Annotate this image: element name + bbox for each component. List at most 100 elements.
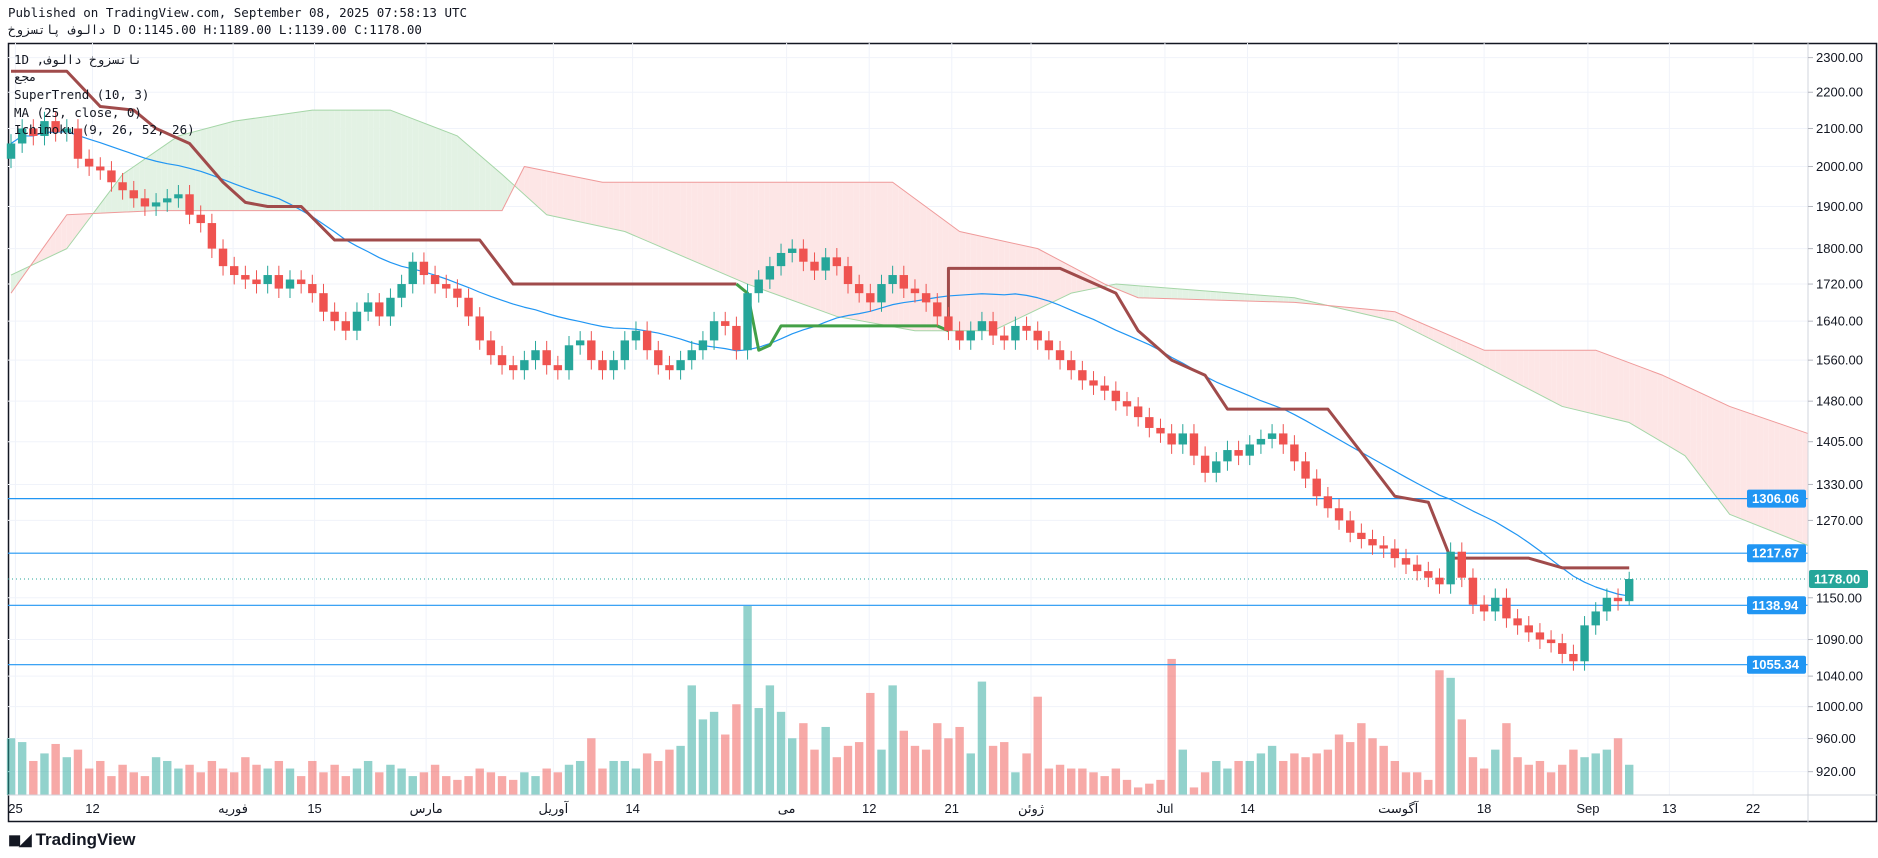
cloud-segment-bearish [1539, 350, 1546, 398]
cloud-segment-bullish [200, 128, 207, 211]
cloud-segment-bearish [1020, 244, 1027, 318]
volume-bar [486, 772, 496, 795]
cloud-segment-bearish [691, 182, 698, 263]
volume-bar [642, 753, 652, 795]
candle-bearish [1524, 625, 1533, 633]
price-tick-label: 2200.00 [1816, 85, 1863, 100]
cloud-segment-bearish [61, 214, 67, 252]
candle-bearish [1390, 548, 1400, 559]
legend-ichimoku[interactable]: Ichimoku (9, 26, 52, 26) [14, 122, 195, 137]
cloud-segment-bullish [267, 115, 274, 211]
tradingview-logo[interactable]: ◼◢ TradingView [8, 830, 135, 850]
cloud-segment-bearish [647, 182, 653, 244]
cloud-segment-bearish [1634, 364, 1641, 430]
candle-bearish [1401, 558, 1411, 565]
cloud-segment-bearish [1406, 316, 1412, 330]
cloud-segment-bearish [635, 182, 642, 239]
candle-bearish [1100, 385, 1109, 391]
cloud-segment-bullish [379, 110, 385, 211]
cloud-segment-bearish [875, 182, 882, 325]
cloud-segment-bearish [1718, 401, 1725, 507]
cloud-segment-bullish [356, 110, 363, 211]
candle-bearish [1022, 325, 1031, 331]
candle-bearish [140, 198, 150, 207]
time-tick-label: Sep [1576, 801, 1599, 816]
candle-bullish [564, 345, 574, 371]
volume-bar [430, 764, 440, 795]
candle-bearish [1000, 335, 1009, 341]
candle-bearish [96, 166, 105, 171]
volume-bar [453, 779, 462, 795]
cloud-segment-bearish [1043, 251, 1049, 307]
volume-bar [140, 776, 150, 795]
cloud-segment-bullish [1182, 289, 1189, 300]
candle-bearish [1323, 496, 1333, 509]
cloud-segment-bearish [1512, 350, 1518, 383]
price-label-box [1747, 596, 1806, 615]
cloud-segment-bearish [719, 182, 726, 275]
cloud-segment-bearish [1422, 323, 1429, 338]
cloud-segment-bearish [66, 214, 73, 249]
price-tick-label: 1330.00 [1816, 477, 1863, 492]
candle-bearish [442, 284, 451, 289]
volume-bar [933, 723, 942, 795]
volume-bar [944, 738, 953, 795]
candle-bearish [587, 340, 596, 361]
cloud-segment-bullish [1249, 294, 1256, 302]
time-tick-label: فوریه [218, 801, 248, 817]
cloud-segment-bearish [1751, 414, 1758, 526]
time-tick-label: مى [778, 801, 796, 816]
cloud-segment-bullish [1171, 288, 1178, 299]
candle-bearish [241, 275, 250, 280]
price-tick-label: 1000.00 [1816, 699, 1863, 714]
cloud-segment-bullish [1244, 293, 1250, 302]
cloud-segment-bearish [1618, 358, 1624, 422]
cloud-segment-bearish [769, 182, 776, 295]
cloud-segment-bullish [290, 112, 296, 211]
cloud-segment-bearish [1439, 330, 1446, 346]
candle-bearish [1312, 478, 1321, 497]
volume-bar [352, 768, 362, 795]
volume-bar [553, 772, 563, 795]
cloud-segment-bearish [1361, 308, 1367, 315]
ohlc-readout: دالوف پاتسزوخ D O:1145.00 H:1189.00 L:11… [8, 22, 422, 37]
cloud-segment-bullish [407, 116, 413, 211]
cloud-segment-bearish [1528, 350, 1535, 392]
candle-bearish [1200, 455, 1210, 473]
time-tick-label: 25 [8, 801, 22, 816]
cloud-segment-bearish [1578, 350, 1585, 412]
price-tick-label: 2300.00 [1816, 50, 1863, 65]
price-label: 1055.34 [1752, 657, 1800, 672]
cloud-segment-bullish [390, 110, 397, 211]
volume-bar [84, 768, 94, 795]
cloud-segment-bearish [563, 174, 569, 220]
cloud-segment-bullish [1199, 290, 1206, 300]
volume-bar [1569, 749, 1578, 795]
volume-bar [821, 726, 830, 795]
volume-bar [1089, 772, 1098, 795]
cloud-segment-bullish [133, 162, 140, 212]
time-axis[interactable]: 25 12 فوریه 15 مارس آوریل 14 مى 12 21 ژوئن Jul 14 آگو… [8, 800, 1760, 817]
candle-bearish [1558, 643, 1567, 654]
price-axis[interactable]: 2300.00 2200.00 2100.00 2000.00 1900.00 1800.… [1808, 50, 1863, 779]
legend-supertrend[interactable]: SuperTrend (10, 3) [14, 87, 149, 102]
cloud-segment-bearish [1629, 362, 1635, 426]
legend-ma[interactable]: MA (25, close, 0) [14, 105, 142, 120]
candle-bullish [1212, 461, 1221, 473]
cloud-segment-bullish [323, 110, 330, 211]
volume-bar [419, 772, 429, 795]
cloud-segment-bearish [903, 190, 910, 330]
cloud-segment-bearish [1567, 350, 1574, 410]
cloud-segment-bearish [596, 181, 603, 227]
cloud-segment-bearish [1612, 356, 1619, 420]
volume-bar [1357, 723, 1366, 795]
volume-bar [17, 742, 27, 795]
volume-bar [475, 768, 484, 795]
time-tick-label: آوریل [539, 800, 570, 817]
cloud-segment-bearish [736, 182, 742, 282]
cloud-segment-bearish [663, 182, 670, 251]
candle-bearish [799, 248, 808, 262]
candle-bearish [1569, 653, 1578, 662]
cloud-segment-bearish [758, 182, 765, 291]
